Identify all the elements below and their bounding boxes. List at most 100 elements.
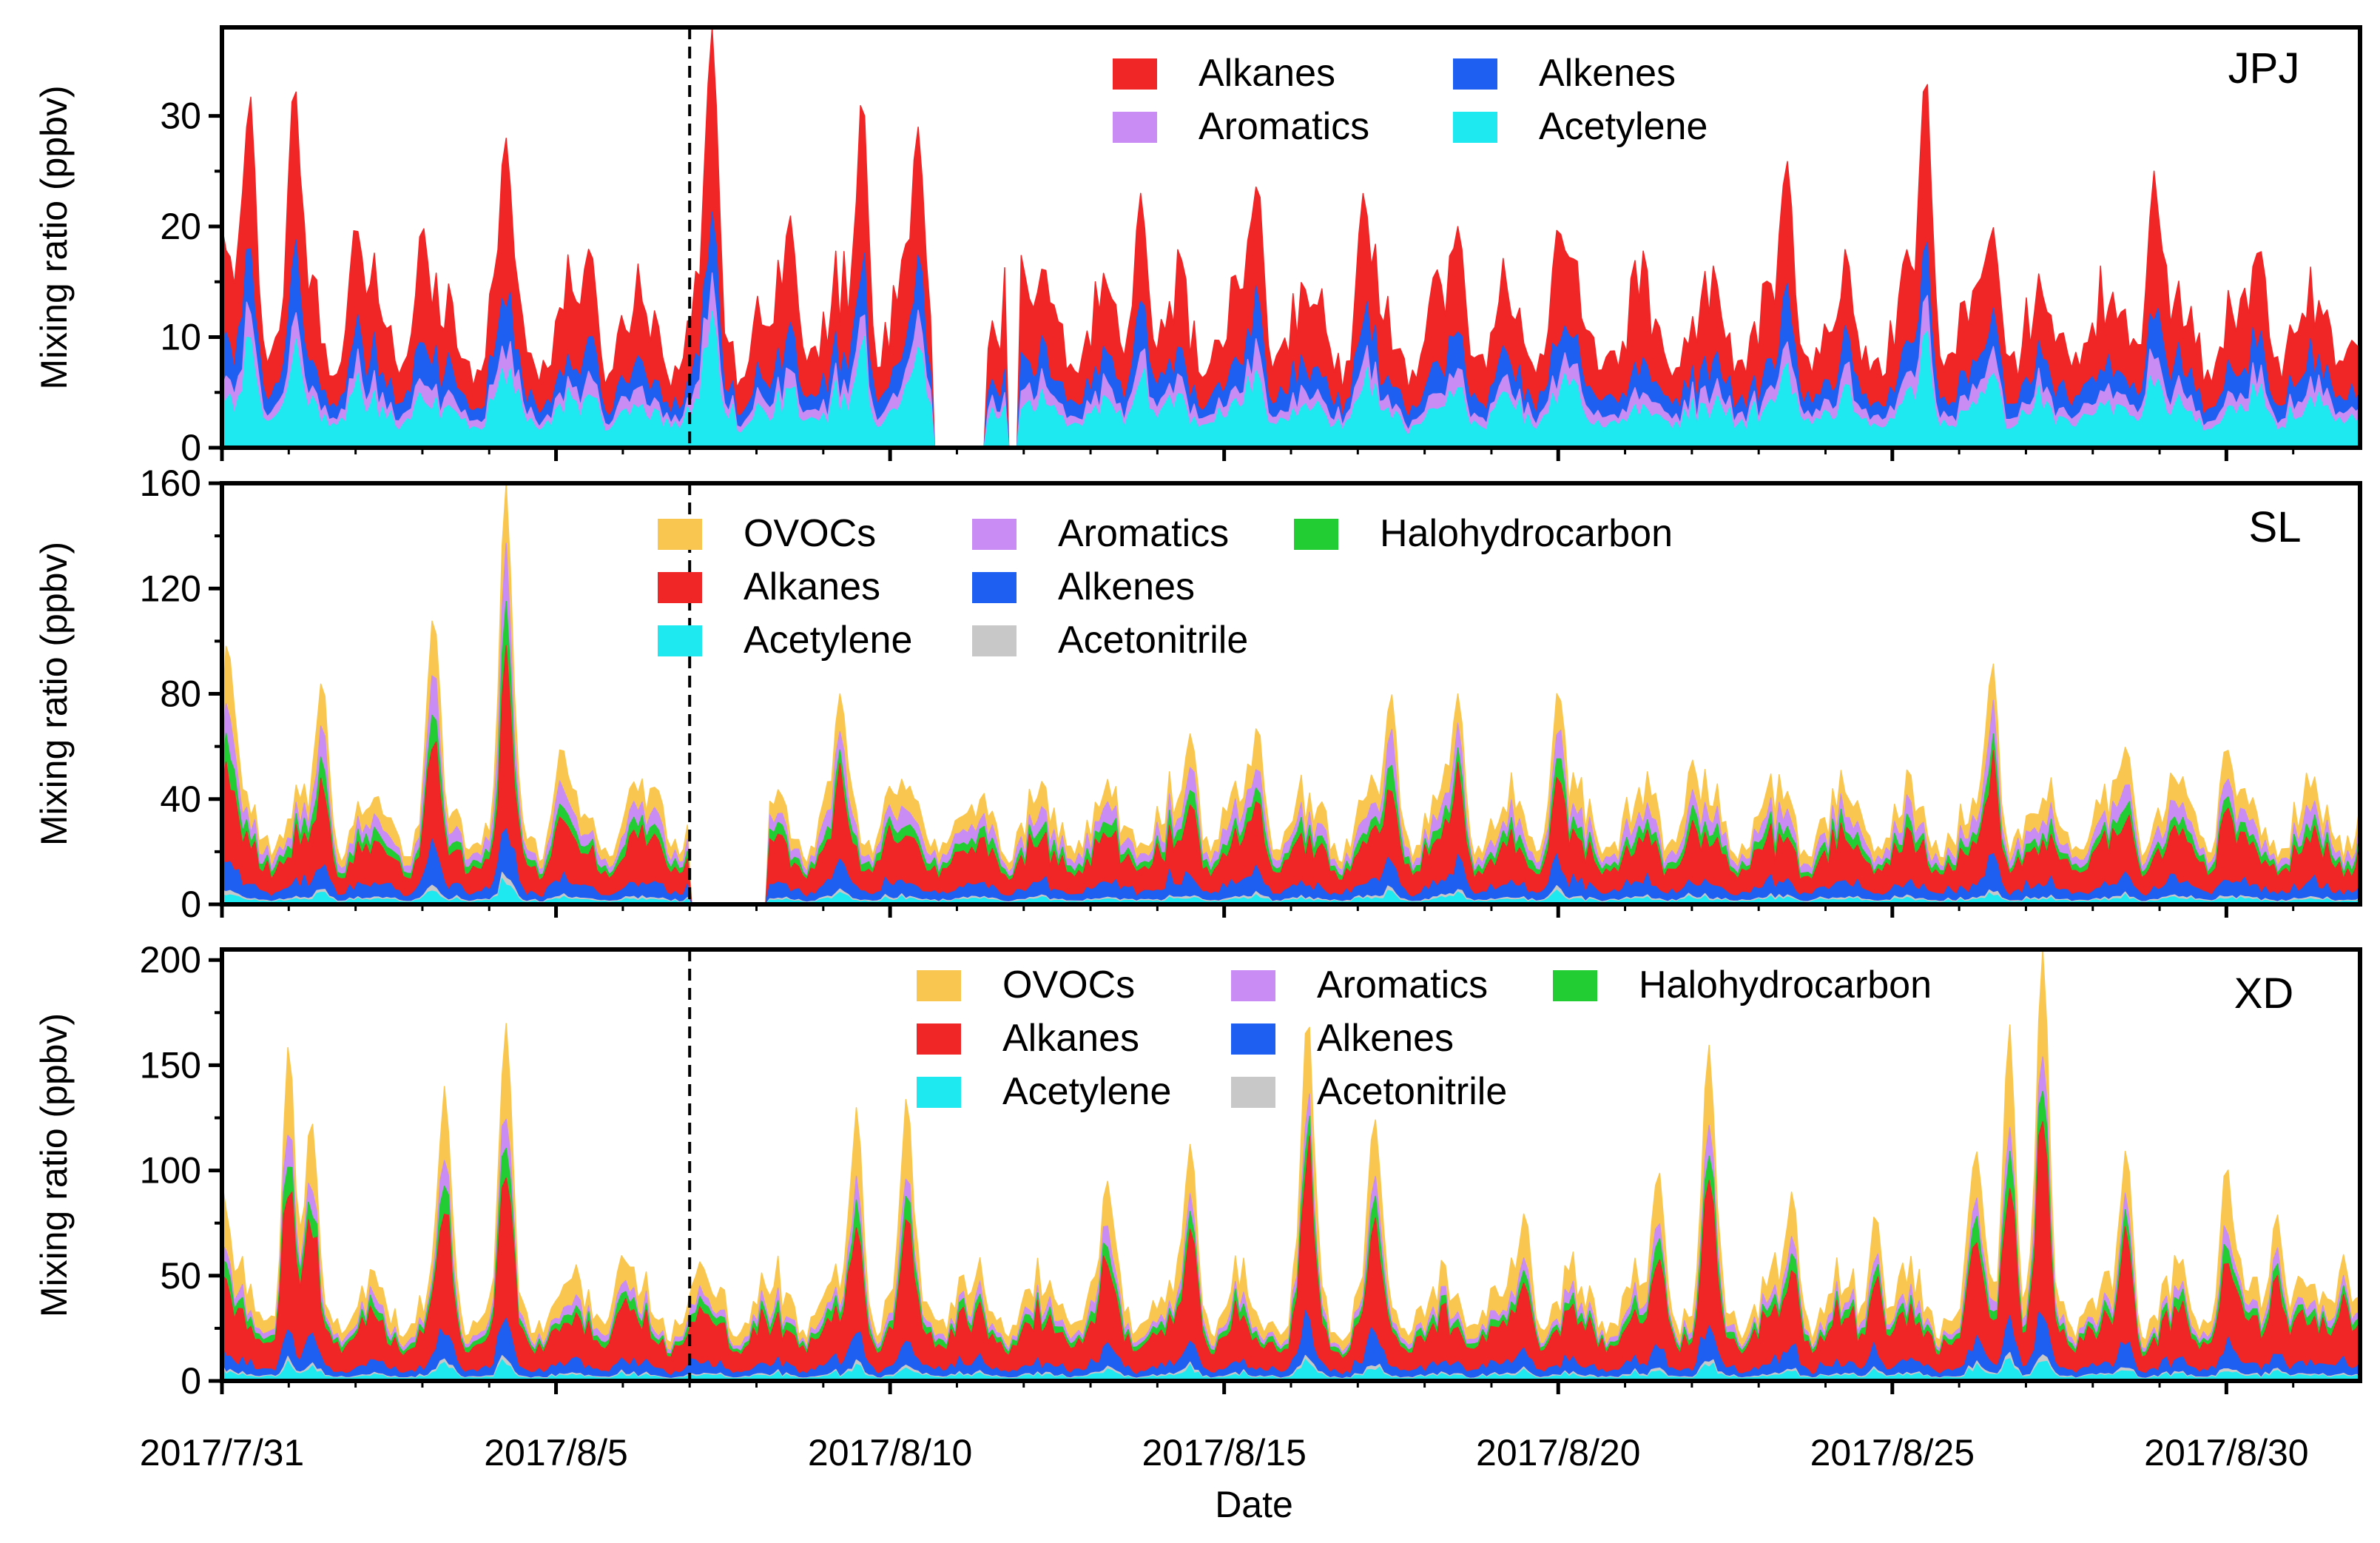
stacked-areas bbox=[222, 483, 2360, 904]
legend-item-alkenes: Alkenes bbox=[1453, 52, 1676, 95]
y-tick-label: 80 bbox=[160, 673, 201, 715]
legend-swatch bbox=[917, 1077, 961, 1108]
legend-swatch bbox=[1113, 58, 1157, 90]
legend-swatch bbox=[1231, 970, 1275, 1001]
legend-item-halohydrocarbon: Halohydrocarbon bbox=[1553, 964, 1932, 1006]
legend-item-ovocs: OVOCs bbox=[917, 964, 1135, 1006]
panel-xd: 0 50 100 150 200 Mixing ratio (ppbv) XD OVOCs Al… bbox=[33, 939, 2362, 1402]
legend-swatch bbox=[972, 519, 1017, 550]
legend-item-alkenes: Alkenes bbox=[1231, 1017, 1454, 1060]
legend-item-acetylene: Acetylene bbox=[1453, 105, 1708, 148]
legend-item-alkanes: Alkanes bbox=[658, 565, 880, 608]
y-axis-label: Mixing ratio (ppbv) bbox=[33, 85, 75, 389]
legend-swatch bbox=[658, 519, 702, 550]
x-tick-label: 2017/8/10 bbox=[808, 1432, 972, 1473]
legend-item-alkanes: Alkanes bbox=[917, 1017, 1139, 1060]
y-axis: 0 10 20 30 bbox=[160, 95, 222, 468]
x-tick-label: 2017/8/5 bbox=[484, 1432, 628, 1473]
legend-label: Alkanes bbox=[1199, 52, 1335, 95]
legend-item-aromatics: Aromatics bbox=[1231, 964, 1488, 1006]
legend-swatch bbox=[917, 970, 961, 1001]
legend-label: Halohydrocarbon bbox=[1380, 512, 1673, 555]
series-area-alkenes bbox=[222, 212, 2360, 448]
y-tick-label: 100 bbox=[140, 1150, 201, 1191]
legend-label: OVOCs bbox=[1002, 964, 1135, 1006]
legend-label: Alkenes bbox=[1058, 565, 1195, 608]
legend-swatch bbox=[1453, 58, 1497, 90]
y-tick-label: 40 bbox=[160, 779, 201, 820]
y-tick-label: 200 bbox=[140, 939, 201, 981]
series-area-acetylene bbox=[222, 878, 2360, 904]
y-axis-label: Mixing ratio (ppbv) bbox=[33, 542, 75, 846]
legend-swatch bbox=[1231, 1077, 1275, 1108]
legend-item-aromatics: Aromatics bbox=[1113, 105, 1369, 148]
legend-label: Acetonitrile bbox=[1317, 1070, 1507, 1113]
series-area-acetylene bbox=[222, 311, 2360, 448]
legend-swatch bbox=[1294, 519, 1338, 550]
legend-label: Aromatics bbox=[1058, 512, 1229, 555]
legend-swatch bbox=[1453, 112, 1497, 143]
legend-label: Acetylene bbox=[744, 619, 912, 662]
legend-item-alkanes: Alkanes bbox=[1113, 52, 1335, 95]
legend-label: Halohydrocarbon bbox=[1639, 964, 1932, 1006]
legend-item-acetonitrile: Acetonitrile bbox=[972, 619, 1248, 662]
series-area-alkanes bbox=[222, 27, 2360, 448]
legend-swatch bbox=[1231, 1023, 1275, 1055]
legend-label: Alkanes bbox=[1002, 1017, 1139, 1060]
legend-item-alkenes: Alkenes bbox=[972, 565, 1195, 608]
x-tick-label: 2017/8/30 bbox=[2144, 1432, 2308, 1473]
y-tick-label: 160 bbox=[140, 463, 201, 504]
legend-swatch bbox=[917, 1023, 961, 1055]
x-tick-label: 2017/8/25 bbox=[1810, 1432, 1975, 1473]
site-label: SL bbox=[2249, 503, 2302, 551]
y-tick-label: 50 bbox=[160, 1255, 201, 1297]
legend-label: Alkenes bbox=[1539, 52, 1676, 95]
series-area-aromatics bbox=[222, 272, 2360, 448]
x-tick-label: 2017/8/20 bbox=[1476, 1432, 1640, 1473]
legend-swatch bbox=[658, 572, 702, 603]
legend-item-acetylene: Acetylene bbox=[658, 619, 912, 662]
legend-swatch bbox=[972, 625, 1017, 656]
site-label: JPJ bbox=[2228, 44, 2300, 93]
legend-label: Acetylene bbox=[1539, 105, 1708, 148]
legend-item-acetonitrile: Acetonitrile bbox=[1231, 1070, 1507, 1113]
y-tick-label: 30 bbox=[160, 95, 201, 137]
y-axis: 0 50 100 150 200 bbox=[140, 939, 222, 1402]
shared-x-axis: 2017/7/31 2017/8/5 2017/8/10 2017/8/15 2017/… bbox=[140, 1432, 2309, 1525]
legend-label: Alkenes bbox=[1317, 1017, 1454, 1060]
legend-item-acetylene: Acetylene bbox=[917, 1070, 1171, 1113]
legend-item-aromatics: Aromatics bbox=[972, 512, 1229, 555]
legend-label: Acetylene bbox=[1002, 1070, 1171, 1113]
panels-group: 0 10 20 30 Mixing ratio (ppbv) JPJ Alkanes Alke… bbox=[33, 25, 2362, 1402]
y-tick-label: 150 bbox=[140, 1044, 201, 1086]
y-tick-label: 20 bbox=[160, 206, 201, 247]
legend-label: OVOCs bbox=[744, 512, 876, 555]
x-axis-title: Date bbox=[1215, 1484, 1293, 1525]
y-axis-label: Mixing ratio (ppbv) bbox=[33, 1013, 75, 1317]
y-axis: 0 40 80 120 160 bbox=[140, 463, 222, 925]
stacked-areas bbox=[222, 27, 2360, 448]
legend: OVOCs Alkanes Acetylene Aromatics Alkenes Ace… bbox=[658, 512, 1673, 662]
y-tick-label: 10 bbox=[160, 317, 201, 358]
legend-label: Alkanes bbox=[744, 565, 880, 608]
x-tick-label: 2017/8/15 bbox=[1142, 1432, 1306, 1473]
legend: Alkanes Alkenes Aromatics Acetylene bbox=[1113, 52, 1708, 148]
site-label: XD bbox=[2234, 969, 2294, 1018]
panel-sl: 0 40 80 120 160 Mixing ratio (ppbv) SL OVOCs Alk… bbox=[33, 463, 2362, 925]
y-tick-label: 120 bbox=[140, 568, 201, 609]
legend-swatch bbox=[1113, 112, 1157, 143]
y-tick-label: 0 bbox=[181, 1360, 201, 1402]
legend-item-halohydrocarbon: Halohydrocarbon bbox=[1294, 512, 1673, 555]
stacked-areas bbox=[222, 949, 2360, 1381]
legend-swatch bbox=[1553, 970, 1597, 1001]
y-tick-label: 0 bbox=[181, 884, 201, 925]
panel-jpj: 0 10 20 30 Mixing ratio (ppbv) JPJ Alkanes Alke… bbox=[33, 25, 2362, 468]
legend-item-ovocs: OVOCs bbox=[658, 512, 876, 555]
legend-label: Aromatics bbox=[1317, 964, 1488, 1006]
legend: OVOCs Alkanes Acetylene Aromatics Alkenes Ace… bbox=[917, 964, 1932, 1113]
legend-label: Aromatics bbox=[1199, 105, 1369, 148]
y-tick-label: 0 bbox=[181, 427, 201, 468]
legend-swatch bbox=[658, 625, 702, 656]
legend-label: Acetonitrile bbox=[1058, 619, 1248, 662]
